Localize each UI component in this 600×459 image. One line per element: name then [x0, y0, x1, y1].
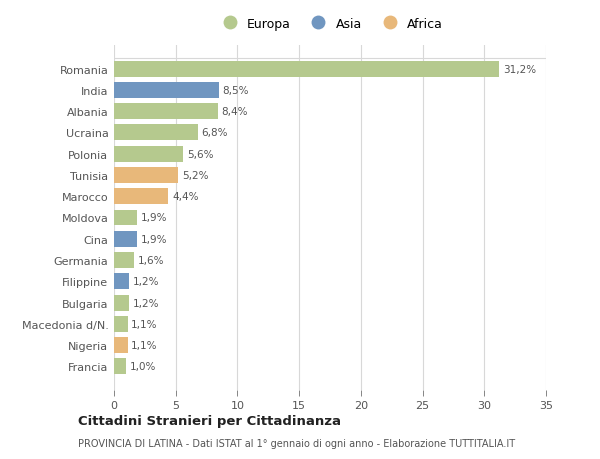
- Bar: [114, 295, 129, 311]
- Text: 31,2%: 31,2%: [503, 65, 536, 74]
- Text: PROVINCIA DI LATINA - Dati ISTAT al 1° gennaio di ogni anno - Elaborazione TUTTI: PROVINCIA DI LATINA - Dati ISTAT al 1° g…: [78, 438, 515, 448]
- Text: 1,2%: 1,2%: [133, 277, 159, 287]
- Text: 8,5%: 8,5%: [223, 86, 249, 96]
- Text: 1,6%: 1,6%: [137, 256, 164, 265]
- Text: 5,2%: 5,2%: [182, 171, 208, 180]
- Text: Cittadini Stranieri per Cittadinanza: Cittadini Stranieri per Cittadinanza: [78, 414, 341, 428]
- Text: 6,8%: 6,8%: [202, 128, 228, 138]
- Text: 5,6%: 5,6%: [187, 149, 214, 159]
- Bar: [114, 210, 137, 226]
- Text: 4,4%: 4,4%: [172, 192, 199, 202]
- Bar: [114, 358, 127, 375]
- Bar: [114, 274, 129, 290]
- Text: 1,9%: 1,9%: [141, 234, 167, 244]
- Bar: [114, 146, 183, 162]
- Text: 8,4%: 8,4%: [221, 107, 248, 117]
- Bar: [114, 104, 218, 120]
- Bar: [114, 252, 134, 269]
- Bar: [114, 125, 198, 141]
- Text: 1,1%: 1,1%: [131, 319, 158, 329]
- Bar: [114, 168, 178, 184]
- Bar: [114, 189, 169, 205]
- Bar: [114, 83, 219, 99]
- Text: 1,0%: 1,0%: [130, 362, 157, 371]
- Bar: [114, 62, 499, 78]
- Bar: [114, 337, 128, 353]
- Text: 1,1%: 1,1%: [131, 340, 158, 350]
- Text: 1,2%: 1,2%: [133, 298, 159, 308]
- Legend: Europa, Asia, Africa: Europa, Asia, Africa: [217, 18, 443, 31]
- Bar: [114, 316, 128, 332]
- Text: 1,9%: 1,9%: [141, 213, 167, 223]
- Bar: [114, 231, 137, 247]
